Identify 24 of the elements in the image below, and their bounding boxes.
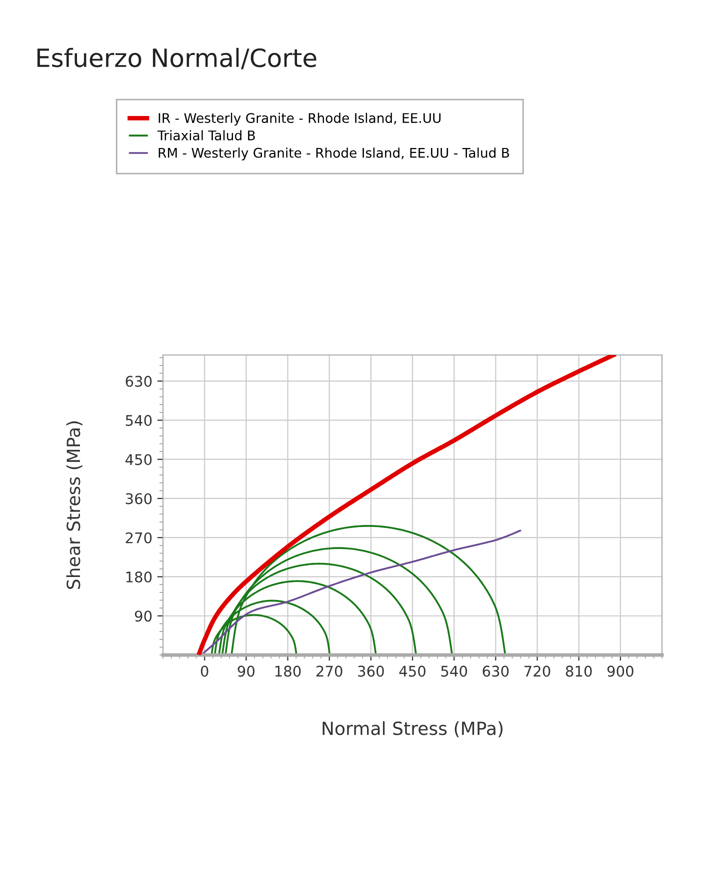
x-tick-label: 810 [566,666,592,677]
y-tick-label: 450 [125,454,152,466]
chart-title: Esfuerzo Normal/Corte [37,48,316,70]
y-tick-label: 540 [126,414,152,426]
x-tick-label: 270 [316,666,342,677]
x-tick-label: 90 [238,666,254,677]
y-tick-label: 180 [126,571,152,582]
y-tick-label: 630 [126,376,152,387]
x-tick-label: 360 [358,666,384,677]
x-tick-label: 180 [275,666,301,677]
legend-label: IR - Westerly Granite - Rhode Island, EE.UU [158,112,441,126]
x-tick-label: 540 [441,666,468,677]
legend-label: Triaxial Talud B [157,130,255,140]
y-axis-title: Shear Stress (MPa) [66,421,82,589]
x-tick-label: 450 [399,666,426,677]
x-tick-label: 900 [607,666,634,677]
x-tick-label: 720 [524,666,550,677]
y-tick-label: 90 [134,610,152,622]
y-tick-label: 360 [126,493,152,504]
legend-label: RM - Westerly Granite - Rhode Island, EE.UU - Talud B [158,148,509,160]
y-tick-label: 270 [126,532,152,544]
x-axis-title: Normal Stress (MPa) [322,721,502,738]
x-tick-label: 630 [482,666,509,677]
x-tick-label: 0 [200,666,208,677]
